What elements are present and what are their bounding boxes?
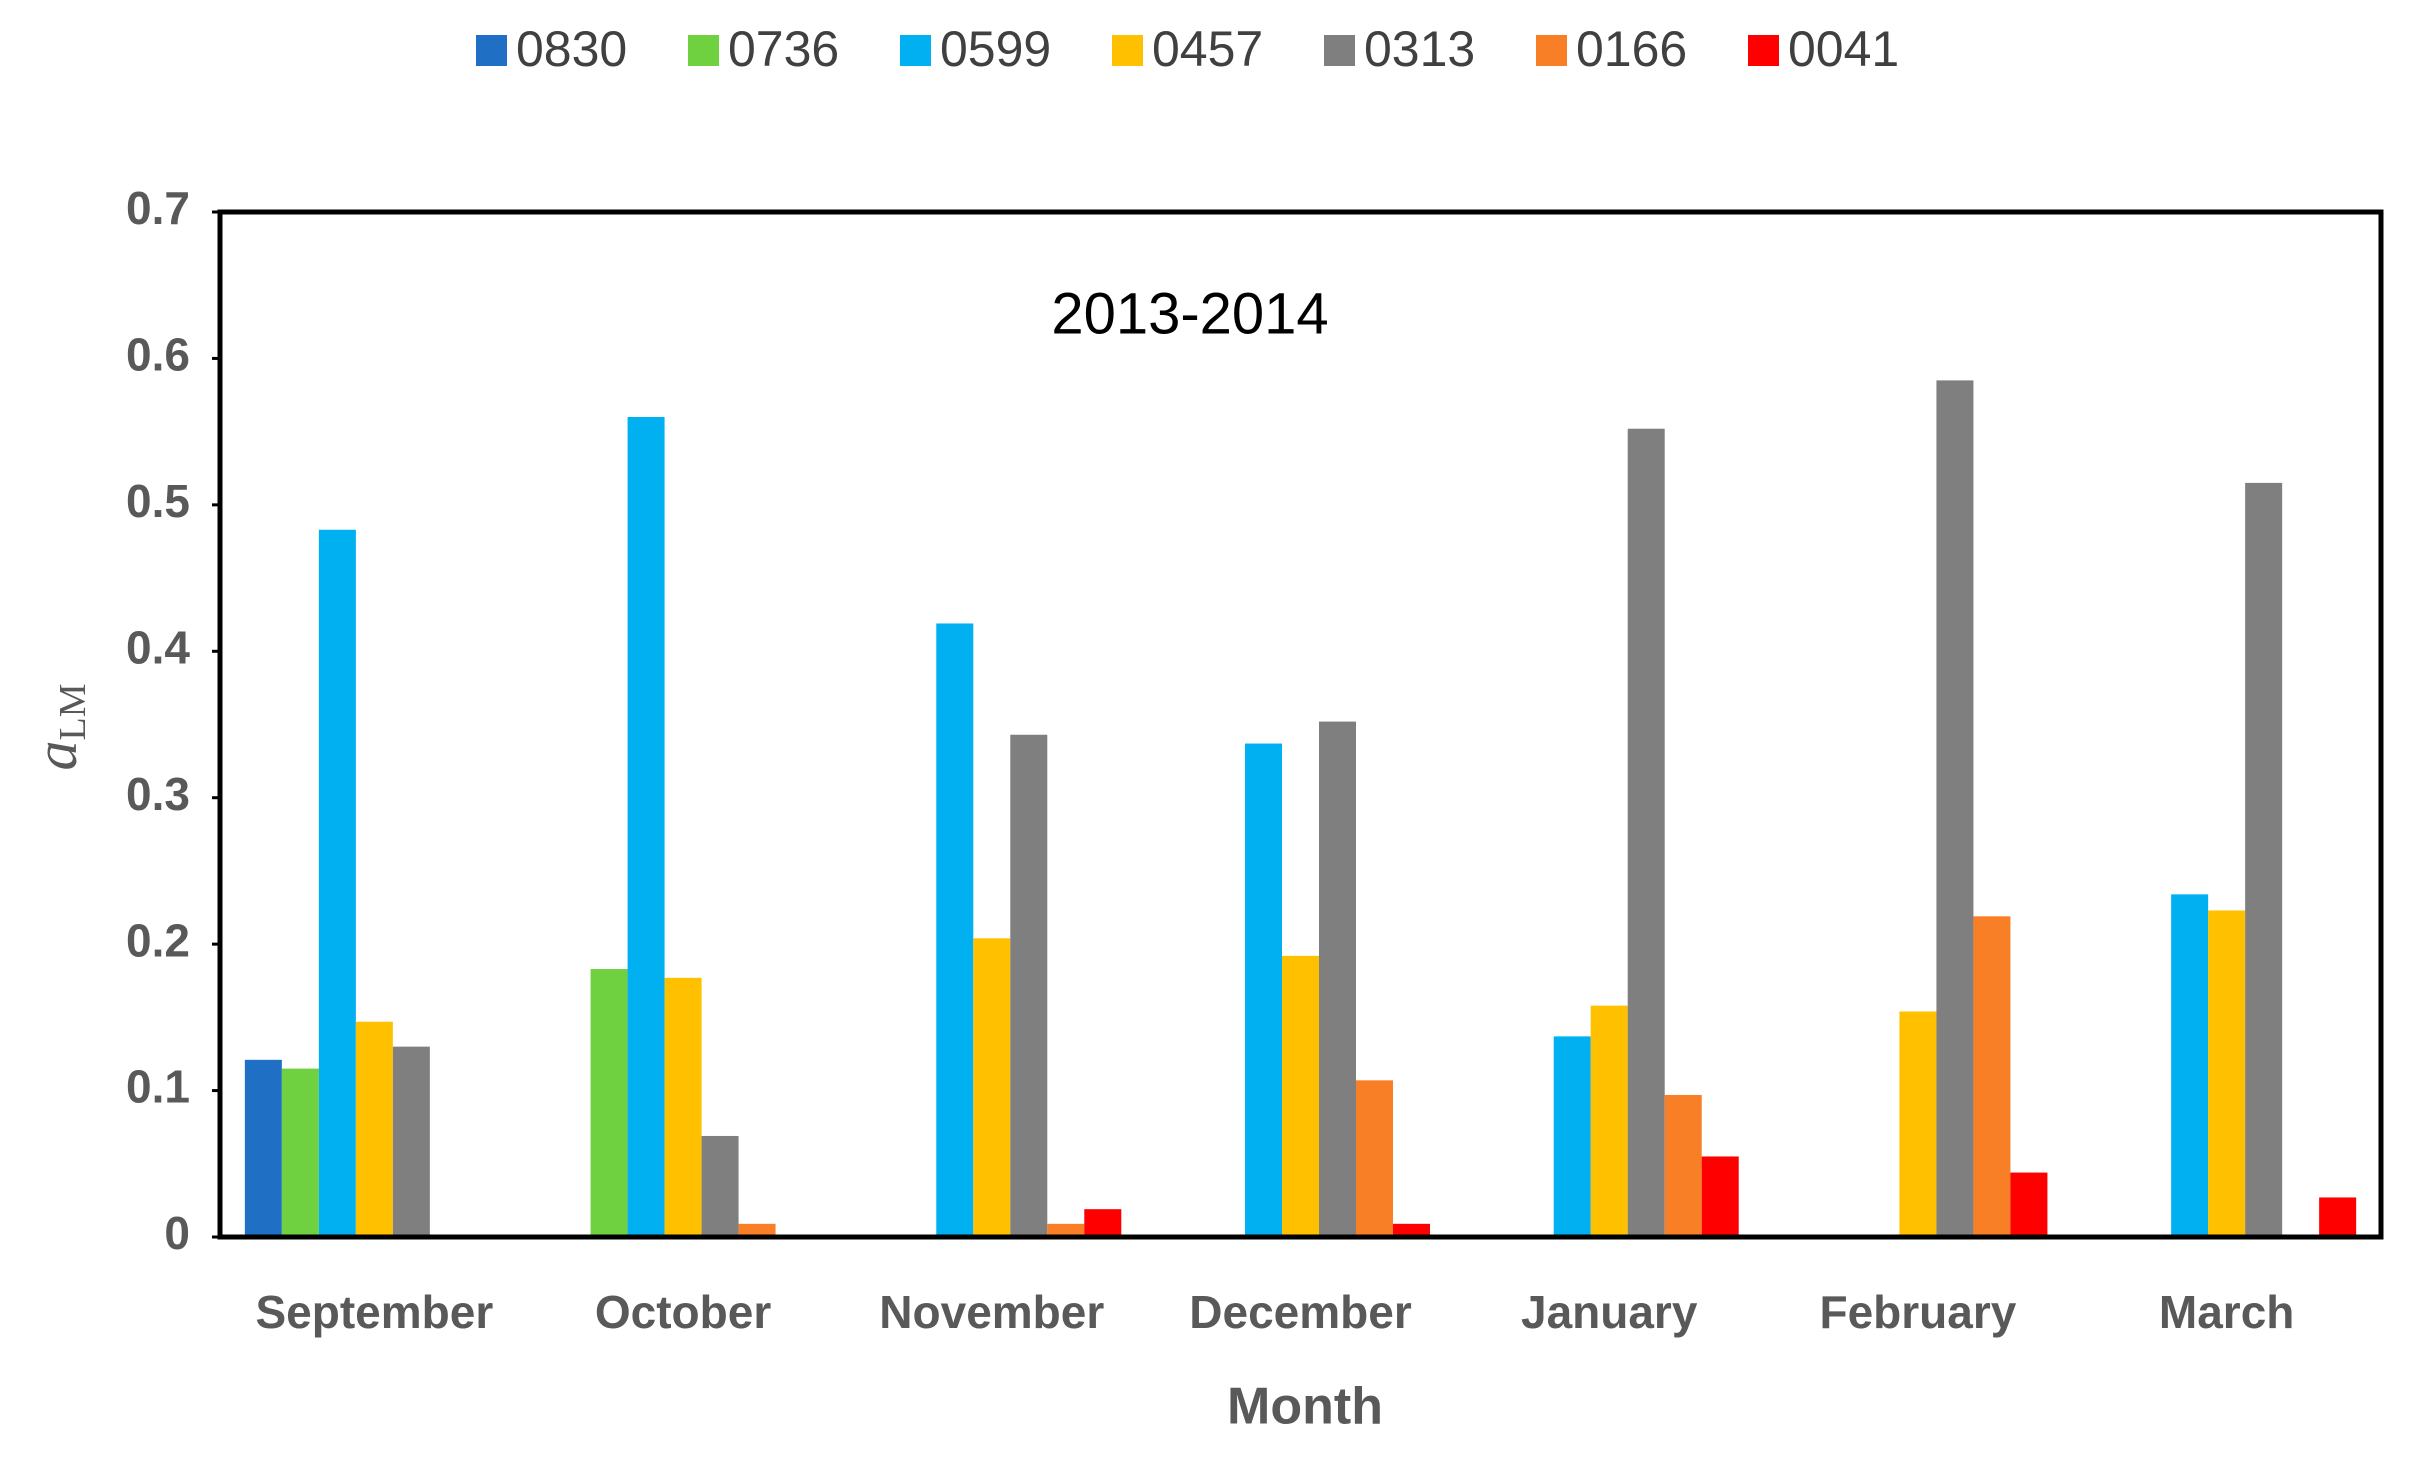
bar [281,1068,319,1237]
bar [973,938,1011,1237]
y-tick-label: 0 [164,1207,190,1259]
bar [1084,1209,1122,1237]
bar [664,977,702,1237]
bar [2245,482,2283,1238]
bar [1553,1036,1591,1237]
bar [701,1135,739,1237]
legend-label: 0599 [940,21,1051,77]
y-tick-label: 0.7 [126,182,190,234]
x-tick-label: February [1819,1286,2016,1338]
bar [1701,1156,1739,1237]
legend-swatch [688,35,719,66]
y-tick-label: 0.5 [126,475,190,527]
bar [2208,910,2246,1237]
x-tick-label: January [1521,1286,1698,1338]
y-tick-label: 0.4 [126,621,190,673]
legend-label: 0830 [516,21,627,77]
bar [1356,1080,1393,1237]
y-tick-label: 0.1 [126,1061,190,1113]
bar [1245,743,1282,1237]
bar [1936,380,1974,1238]
legend-swatch [900,35,931,66]
bar [1393,1223,1430,1237]
bar [1627,428,1665,1237]
y-axis-label: aLM [23,684,94,771]
x-axis-label: Month [1227,1378,1383,1436]
bar [936,623,974,1237]
bar [318,529,356,1237]
plot-frame [217,209,2384,1240]
y-label-a: a [23,741,89,771]
bar [2010,1172,2048,1237]
legend-label: 0041 [1788,21,1899,77]
annotation: 2013-2014 [1051,281,1328,346]
x-tick-label: November [879,1286,1104,1338]
legend-label: 0457 [1152,21,1263,77]
x-tick-label: December [1189,1286,1412,1338]
legend-label: 0313 [1364,21,1475,77]
x-tick-label: March [2159,1286,2294,1338]
y-tick-label: 0.3 [126,768,190,820]
legend-swatch [1112,35,1143,66]
bar [2319,1197,2357,1237]
bar [1590,1005,1628,1237]
bar [738,1223,776,1237]
bar [1282,955,1319,1237]
legend-label: 0736 [728,21,839,77]
bar [392,1046,430,1237]
bar [1664,1094,1702,1237]
bar [1319,721,1356,1237]
legend-swatch [1748,35,1779,66]
y-label-sub: LM [52,684,94,741]
y-axis-label-main: aLM [23,684,94,771]
x-tick-label: September [255,1286,493,1338]
bar [1010,734,1048,1237]
y-tick-label: 0.2 [126,914,190,966]
legend-label: 0166 [1576,21,1687,77]
bar [355,1021,393,1237]
bar [590,969,628,1237]
bar [1973,916,2011,1237]
bar [244,1059,282,1237]
x-tick-label: October [595,1286,771,1338]
bar [1899,1011,1937,1237]
legend-swatch [1536,35,1567,66]
y-tick-label: 0.6 [126,329,190,381]
legend-swatch [476,35,507,66]
bar [1047,1223,1085,1237]
legend-swatch [1324,35,1355,66]
bar [2171,894,2209,1237]
bar [627,417,665,1237]
